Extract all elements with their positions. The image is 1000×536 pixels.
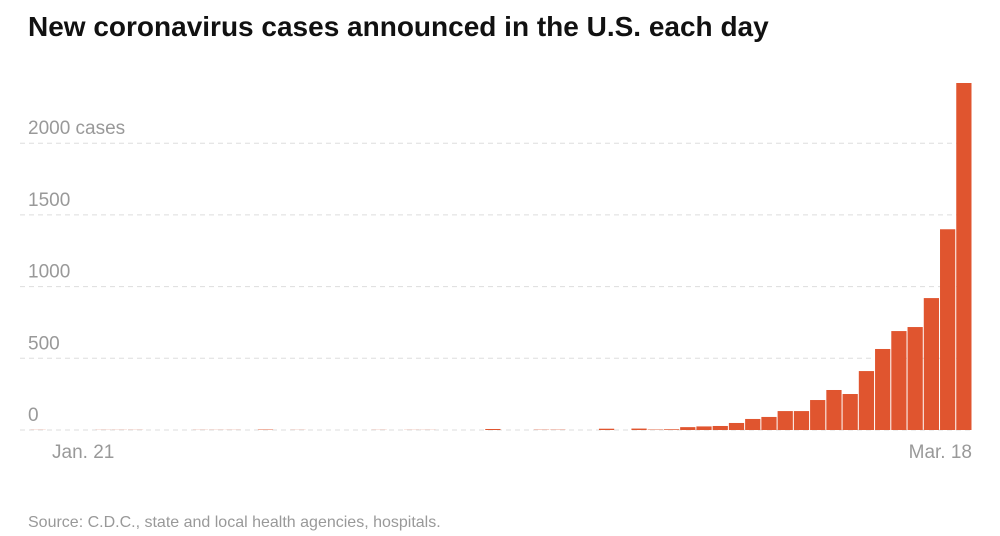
bar xyxy=(842,394,858,430)
bar xyxy=(923,298,940,430)
bar xyxy=(956,83,972,430)
bar xyxy=(891,331,907,430)
bar xyxy=(598,428,615,430)
bar xyxy=(858,371,875,430)
bar xyxy=(826,389,842,430)
y-tick-label: 1000 xyxy=(28,262,70,283)
bar xyxy=(663,429,680,430)
bar xyxy=(485,428,501,430)
source-note: Source: C.D.C., state and local health a… xyxy=(28,514,441,531)
bar xyxy=(907,327,923,430)
bar xyxy=(631,428,647,430)
bar xyxy=(745,418,761,430)
bar xyxy=(793,411,810,430)
bar xyxy=(777,411,793,430)
bar xyxy=(696,426,712,430)
chart-title: New coronavirus cases announced in the U… xyxy=(28,11,769,42)
bar xyxy=(728,422,745,430)
y-tick-label: 0 xyxy=(28,405,39,426)
bar xyxy=(712,425,728,430)
y-tick-label: 1500 xyxy=(28,190,70,211)
bar xyxy=(761,416,777,430)
x-tick-label: Mar. 18 xyxy=(909,442,972,463)
y-tick-label: 2000 cases xyxy=(28,118,125,139)
bar xyxy=(940,229,956,430)
x-tick-label: Jan. 21 xyxy=(52,442,114,463)
bar xyxy=(875,348,891,430)
bar xyxy=(810,400,826,430)
y-tick-label: 500 xyxy=(28,333,60,354)
bar xyxy=(680,427,696,430)
